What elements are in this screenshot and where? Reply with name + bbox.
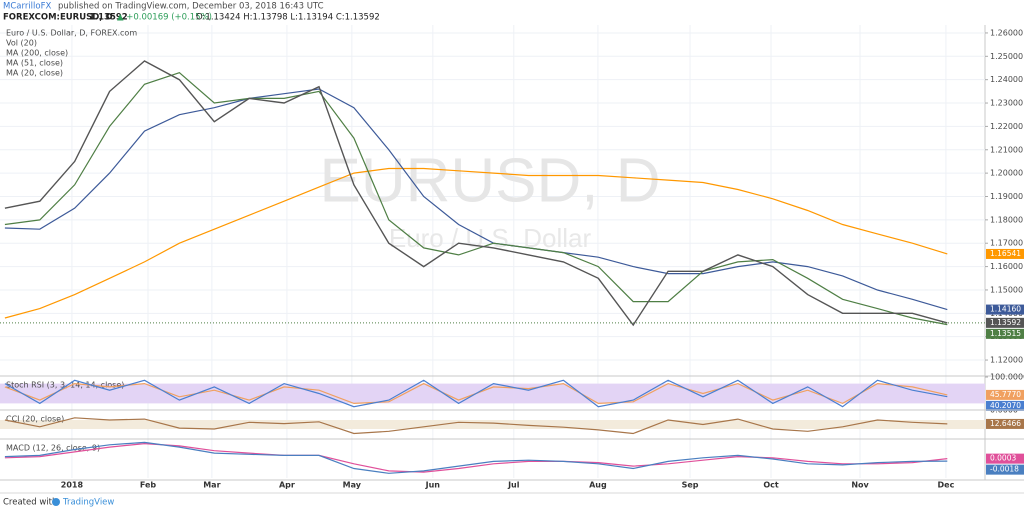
indicator-band: [0, 420, 985, 429]
series-line: [4, 441, 948, 474]
x-tick-label: Aug: [589, 481, 607, 490]
series-line: [4, 72, 948, 326]
x-tick-label: Oct: [763, 481, 779, 490]
x-tick-label: Dec: [938, 481, 955, 490]
price-badge-label: 0.0003: [990, 454, 1016, 463]
indicator-band: [0, 383, 985, 404]
y-tick-label: 1.18000: [990, 215, 1023, 224]
price-badge: [986, 248, 1024, 259]
tv-logo: [52, 498, 60, 506]
published: published on TradingView.com, December 0…: [58, 2, 324, 12]
pane-title: Euro / U.S. Dollar, D, FOREX.com: [6, 29, 137, 38]
y-tick-label: 1.17000: [990, 239, 1023, 248]
price-badge-label: 1.16541: [990, 249, 1021, 258]
symbol: FOREXCOM:EURUSD, D: [3, 13, 113, 23]
price-badge-label: 45.7770: [990, 390, 1021, 399]
legend-entry: Vol (20): [6, 39, 37, 48]
price-badge-label: 12.6466: [990, 419, 1021, 428]
pane-title: Stoch RSI (3, 3, 14, 14, close): [6, 381, 124, 390]
x-tick-label: Jul: [507, 481, 520, 490]
x-tick-label: May: [343, 481, 362, 490]
price-badge: [986, 304, 1024, 315]
legend-entry: MA (200, close): [6, 49, 68, 58]
price-badge: [986, 464, 1024, 475]
price: 1.13592: [89, 13, 128, 23]
author[interactable]: MCarrilloFX: [3, 2, 51, 12]
y-tick-label: 1.23000: [990, 99, 1023, 108]
footer-created: Created with: [3, 498, 57, 508]
x-tick-label: Sep: [682, 481, 699, 490]
price-badge: [986, 389, 1024, 400]
series-line: [4, 417, 948, 435]
price-badge: [986, 400, 1024, 411]
pane-title: CCI (20, close): [6, 415, 64, 424]
x-tick-label: Jun: [425, 481, 441, 490]
x-tick-label: Mar: [203, 481, 220, 490]
pane-title: MACD (12, 26, close, 9): [6, 444, 100, 453]
y-tick-label: 1.25000: [990, 52, 1023, 61]
x-tick-label: 2018: [61, 481, 84, 490]
footer-brand[interactable]: TradingView: [62, 498, 114, 508]
price-badge: [986, 317, 1024, 328]
y-tick-label: 1.20000: [990, 169, 1023, 178]
y-tick-label: 1.21000: [990, 145, 1023, 154]
price-badge-label: 1.14160: [990, 305, 1021, 314]
price-badge-label: 40.2070: [990, 401, 1021, 410]
y-tick-label: 1.24000: [990, 75, 1023, 84]
x-tick-label: Apr: [279, 481, 295, 490]
price-badge-label: 1.13592: [990, 318, 1021, 327]
y-tick-label: 100.0000: [990, 373, 1024, 382]
y-tick-label: 1.26000: [990, 28, 1023, 37]
y-tick-label: 1.19000: [990, 192, 1023, 201]
x-tick-label: Nov: [851, 481, 869, 490]
legend-entry: MA (20, close): [6, 69, 63, 78]
x-tick-label: Feb: [140, 481, 157, 490]
change: ▲ +0.00169 (+0.15%): [117, 13, 212, 23]
price-badge-label: 1.13515: [990, 329, 1021, 338]
price-badge: [986, 418, 1024, 429]
y-tick-label: 1.22000: [990, 122, 1023, 131]
ohlc: O:1.13424 H:1.13798 L:1.13194 C:1.13592: [196, 13, 380, 23]
price-badge: [986, 328, 1024, 339]
series-line: [4, 60, 948, 327]
y-tick-label: 1.12000: [990, 356, 1023, 365]
series-line: [4, 167, 948, 319]
price-badge: [986, 453, 1024, 464]
series-line: [4, 88, 948, 311]
y-tick-label: 1.15000: [990, 285, 1023, 294]
series-line: [4, 379, 948, 408]
y-tick-label: 1.16000: [990, 262, 1023, 271]
legend-entry: MA (51, close): [6, 59, 63, 68]
price-badge-label: -0.0018: [990, 465, 1019, 474]
watermark: EURUSD, D: [319, 146, 660, 215]
watermark-sub: Euro / U.S. Dollar: [389, 223, 592, 253]
